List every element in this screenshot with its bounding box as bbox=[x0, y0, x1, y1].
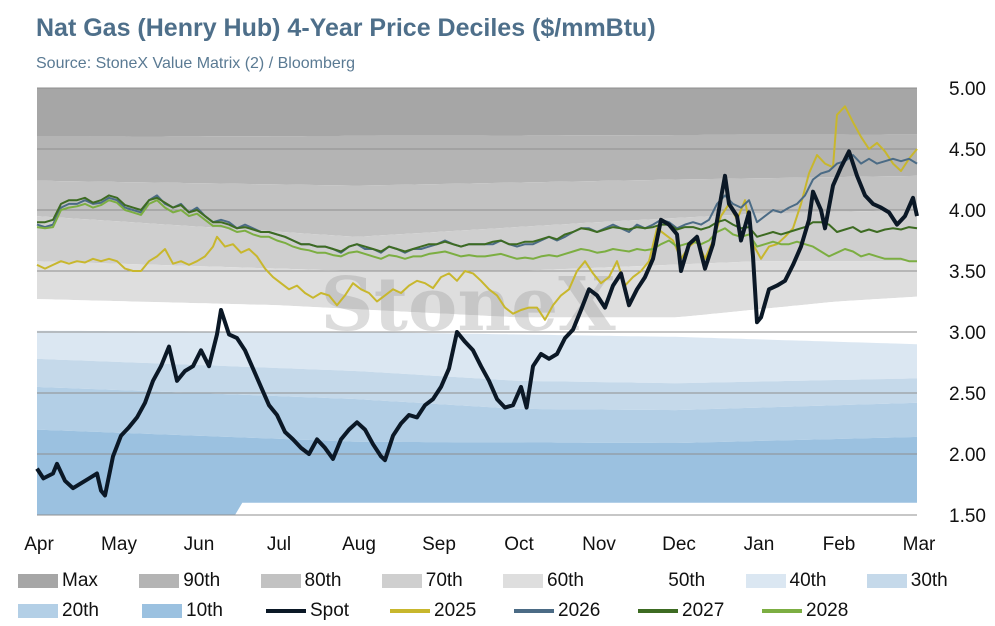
band-80th bbox=[37, 175, 917, 237]
legend-label: Spot bbox=[310, 600, 350, 621]
legend-swatch bbox=[762, 609, 802, 613]
x-tick-label: Feb bbox=[823, 534, 856, 555]
y-axis-ticks: 5.00 4.50 4.00 3.50 3.00 2.50 2.00 1.50 bbox=[949, 79, 986, 527]
legend-swatch bbox=[266, 609, 306, 613]
legend-swatch bbox=[260, 574, 301, 588]
y-tick-label: 2.00 bbox=[949, 445, 986, 466]
legend-item: 2025 bbox=[390, 600, 514, 622]
legend-swatch bbox=[381, 574, 422, 588]
legend-item: 40th bbox=[745, 570, 867, 592]
legend-swatch bbox=[514, 609, 554, 613]
band-max bbox=[37, 88, 917, 137]
x-tick-label: Jul bbox=[267, 534, 291, 555]
legend-label: 20th bbox=[62, 600, 99, 621]
series-line-2027 bbox=[37, 194, 918, 253]
legend-label: 2025 bbox=[434, 600, 477, 621]
legend-item: 2026 bbox=[514, 600, 638, 622]
legend-swatch bbox=[139, 574, 180, 588]
legend-item: 10th bbox=[142, 600, 266, 622]
legend-swatch bbox=[866, 574, 907, 588]
legend-item: 90th bbox=[139, 570, 260, 592]
legend-item: 70th bbox=[381, 570, 503, 592]
y-tick-label: 3.00 bbox=[949, 323, 986, 344]
legend-label: 2027 bbox=[682, 600, 725, 621]
legend-item: Spot bbox=[266, 600, 390, 622]
legend-label: 2028 bbox=[806, 600, 849, 621]
legend-swatch bbox=[390, 609, 430, 613]
x-tick-label: Aug bbox=[342, 534, 376, 555]
legend-swatch bbox=[142, 604, 182, 618]
x-tick-label: Dec bbox=[662, 534, 696, 555]
series-line-2028 bbox=[36, 199, 917, 263]
y-tick-label: 2.50 bbox=[949, 384, 986, 405]
x-tick-label: Apr bbox=[24, 534, 54, 555]
x-tick-label: Mar bbox=[903, 534, 936, 555]
legend-label: 30th bbox=[910, 570, 948, 591]
x-axis-ticks: Apr May Jun Jul Aug Sep Oct Nov Dec Jan Feb Mar bbox=[24, 534, 936, 555]
price-deciles-chart: StoneX 5.004.504.003.503.002.502.001.50 … bbox=[24, 79, 986, 555]
y-tick-label: 5.00 bbox=[949, 79, 986, 100]
legend-item: 2028 bbox=[762, 600, 886, 622]
series-line-2025 bbox=[36, 105, 918, 321]
chart-title: Nat Gas (Henry Hub) 4-Year Price Deciles… bbox=[36, 14, 656, 42]
legend-label: 10th bbox=[186, 600, 223, 621]
legend-label: 80th bbox=[304, 570, 342, 591]
legend-row: Max 90th 80th 70th 60th 50th 40th 30th bbox=[18, 566, 988, 596]
x-tick-label: Nov bbox=[582, 534, 616, 555]
series-line-spot bbox=[35, 149, 919, 498]
legend-item: Max bbox=[18, 570, 139, 592]
x-tick-label: Jan bbox=[744, 534, 775, 555]
y-tick-label: 3.50 bbox=[949, 262, 986, 283]
series-lines bbox=[35, 105, 919, 498]
legend-label: 90th bbox=[183, 570, 221, 591]
band-20th bbox=[37, 386, 917, 443]
legend-item: 50th bbox=[624, 570, 745, 592]
legend-label: 40th bbox=[789, 570, 827, 591]
x-tick-label: Sep bbox=[422, 534, 456, 555]
y-tick-label: 1.50 bbox=[949, 506, 986, 527]
legend-swatch bbox=[745, 574, 786, 588]
legend-item: 80th bbox=[260, 570, 382, 592]
band-60th bbox=[37, 261, 917, 318]
legend-label: 60th bbox=[547, 570, 584, 591]
legend-swatch bbox=[503, 574, 543, 588]
band-10th bbox=[37, 429, 917, 515]
gridlines bbox=[37, 87, 917, 516]
chart-subtitle: Source: StoneX Value Matrix (2) / Bloomb… bbox=[36, 55, 355, 72]
x-tick-label: Jun bbox=[184, 534, 215, 555]
legend-item: 60th bbox=[503, 570, 624, 592]
band-30th bbox=[37, 358, 917, 411]
legend-label: 50th bbox=[668, 570, 706, 591]
x-tick-label: May bbox=[101, 534, 137, 555]
legend-label: 2026 bbox=[558, 600, 601, 621]
legend-swatch bbox=[18, 574, 58, 588]
stonex-watermark: StoneX bbox=[320, 262, 616, 348]
legend-swatch bbox=[624, 574, 665, 588]
y-tick-label: 4.00 bbox=[949, 201, 986, 222]
legend-swatch bbox=[18, 604, 58, 618]
legend-row: 20th 10th Spot 2025 2026 2027 2028 bbox=[18, 596, 988, 626]
legend-swatch bbox=[638, 609, 678, 613]
legend-item: 2027 bbox=[638, 600, 762, 622]
x-tick-label: Oct bbox=[504, 534, 534, 555]
legend-label: 70th bbox=[425, 570, 463, 591]
legend: Max 90th 80th 70th 60th 50th 40th 30th 20th 10th S… bbox=[18, 566, 988, 626]
y-tick-label: 4.50 bbox=[949, 140, 986, 161]
legend-item: 30th bbox=[866, 570, 988, 592]
legend-item: 20th bbox=[18, 600, 142, 622]
legend-label: Max bbox=[62, 570, 98, 591]
band-90th bbox=[37, 134, 917, 186]
